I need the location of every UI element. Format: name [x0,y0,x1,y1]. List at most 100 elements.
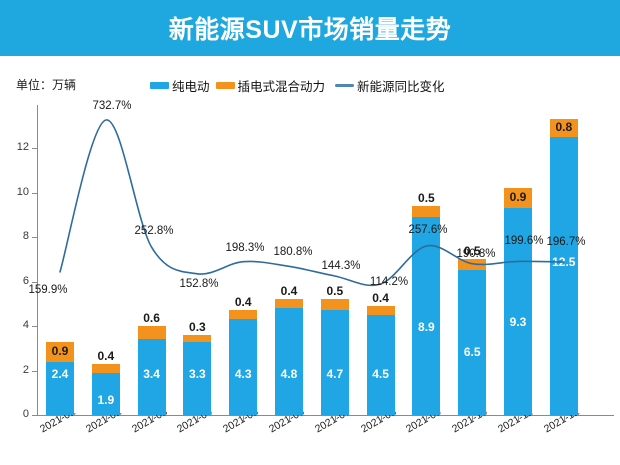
bar-segment-phev [458,259,487,271]
trend-point-label: 196.7% [546,236,586,248]
bar-value-phev: 0.5 [463,244,481,259]
y-tick-label: 6 [22,275,29,287]
x-axis-label: 2021-02 [84,405,124,436]
bar-segment-bev [46,361,74,415]
x-axis-label: 2021-10 [450,405,490,436]
bar-segment-phev [91,363,120,373]
bar-segment-phev [46,341,74,362]
bar-value-phev: 0.4 [97,348,115,363]
y-tick-label: 4 [22,319,29,331]
bar-segment-phev [504,188,532,209]
bar-segment-phev [183,334,212,342]
bar-value-phev: 0.5 [326,284,344,299]
bar-value-phev: 0.9 [51,343,69,358]
x-tick-mark [426,416,427,421]
y-tick-label: 10 [16,186,29,198]
y-tick-mark [32,415,37,416]
bar-value-phev: 0.5 [418,190,435,205]
legend-item-yoy[interactable]: 新能源同比变化 [331,76,451,95]
bar-value-phev: 0.4 [280,284,298,299]
page-title: 新能源SUV市场销量走势 [168,16,452,44]
bar-value-phev: 0.4 [372,290,389,305]
bar-value-phev: 0.8 [555,119,573,134]
trend-point-label: 159.9% [28,284,68,296]
bar-segment-bev [412,216,441,415]
x-tick-mark [197,416,198,421]
y-tick-mark [32,237,37,238]
page-header: 新能源SUV市场销量走势 [0,0,620,56]
x-tick-mark [518,416,519,421]
bar-value-bev: 12.5 [552,255,576,269]
trend-point-label: 190.8% [456,248,496,260]
bar-segment-phev [549,119,578,137]
y-tick-mark [32,148,37,149]
x-axis-label: 2021-12 [542,405,582,436]
bar-segment-phev [320,299,349,311]
bar-segment-bev [137,339,166,415]
y-tick-label: 2 [22,364,29,376]
bar-segment-bev [504,208,532,415]
bar-value-bev: 4.8 [280,367,298,381]
bar-segment-bev [320,310,349,415]
bar-segment-phev [275,299,303,309]
x-axis-label: 2021-11 [496,406,535,436]
x-axis-label: 2021-03 [130,405,170,436]
legend-label-yoy: 新能源同比变化 [357,80,445,94]
bar-value-bev: 9.3 [509,315,527,329]
legend-item-phev[interactable]: 插电式混合动力 [215,76,332,95]
bar-value-bev: 3.4 [143,367,160,381]
x-tick-mark [106,416,107,421]
bar-segment-phev [366,305,395,315]
trend-point-label: 152.8% [179,278,219,290]
bar-segment-phev [137,326,166,340]
x-axis-label: 2021-01 [38,405,78,436]
x-tick-mark [289,416,290,421]
x-axis-label: 2021-06 [267,405,307,436]
bar-value-bev: 8.9 [418,320,435,334]
x-tick-mark [152,416,153,421]
x-tick-mark [381,416,382,421]
x-tick-mark [60,416,61,421]
trend-point-label: 732.7% [92,100,132,112]
x-axis-label: 2021-08 [359,405,399,436]
trend-point-label: 114.2% [369,276,409,288]
bar-value-bev: 3.3 [189,367,206,381]
bar-segment-bev [229,319,258,415]
bar-value-phev: 0.6 [143,311,160,325]
legend-label-bev: 纯电动 [172,80,210,94]
x-tick-mark [472,416,473,421]
bar-segment-phev [229,310,258,320]
bar-segment-bev [458,270,487,415]
y-axis-line [37,105,38,416]
bar-segment-bev [366,314,395,415]
trend-line-path [59,119,565,287]
y-tick-mark [32,282,37,283]
bar-value-bev: 4.7 [326,367,344,381]
trend-point-label: 198.3% [225,242,265,254]
x-tick-mark [335,416,336,421]
trend-point-label: 199.6% [504,235,544,247]
bar-value-bev: 1.9 [97,393,115,407]
bar-value-bev: 4.5 [372,367,389,381]
bar-value-phev: 0.3 [189,319,206,334]
legend-swatch-bev [150,82,169,89]
bar-value-phev: 0.9 [509,190,527,205]
unit-label: 单位：万辆 [16,78,77,92]
y-tick-label: 0 [22,408,29,420]
x-axis-label: 2021-05 [221,405,261,436]
y-tick-label: 12 [16,141,29,153]
bar-segment-bev [183,341,212,415]
bar-segment-bev [549,136,578,415]
bar-value-bev: 6.5 [463,345,481,359]
trend-point-label: 144.3% [321,260,361,272]
bar-segment-bev [91,372,120,415]
bar-value-bev: 2.4 [51,367,69,381]
trend-point-label: 252.8% [134,225,174,237]
x-tick-mark [243,416,244,421]
x-axis-label: 2021-07 [313,405,353,436]
y-tick-mark [32,193,37,194]
legend-item-bev[interactable]: 纯电动 [150,76,216,95]
x-axis-label: 2021-09 [404,405,444,436]
